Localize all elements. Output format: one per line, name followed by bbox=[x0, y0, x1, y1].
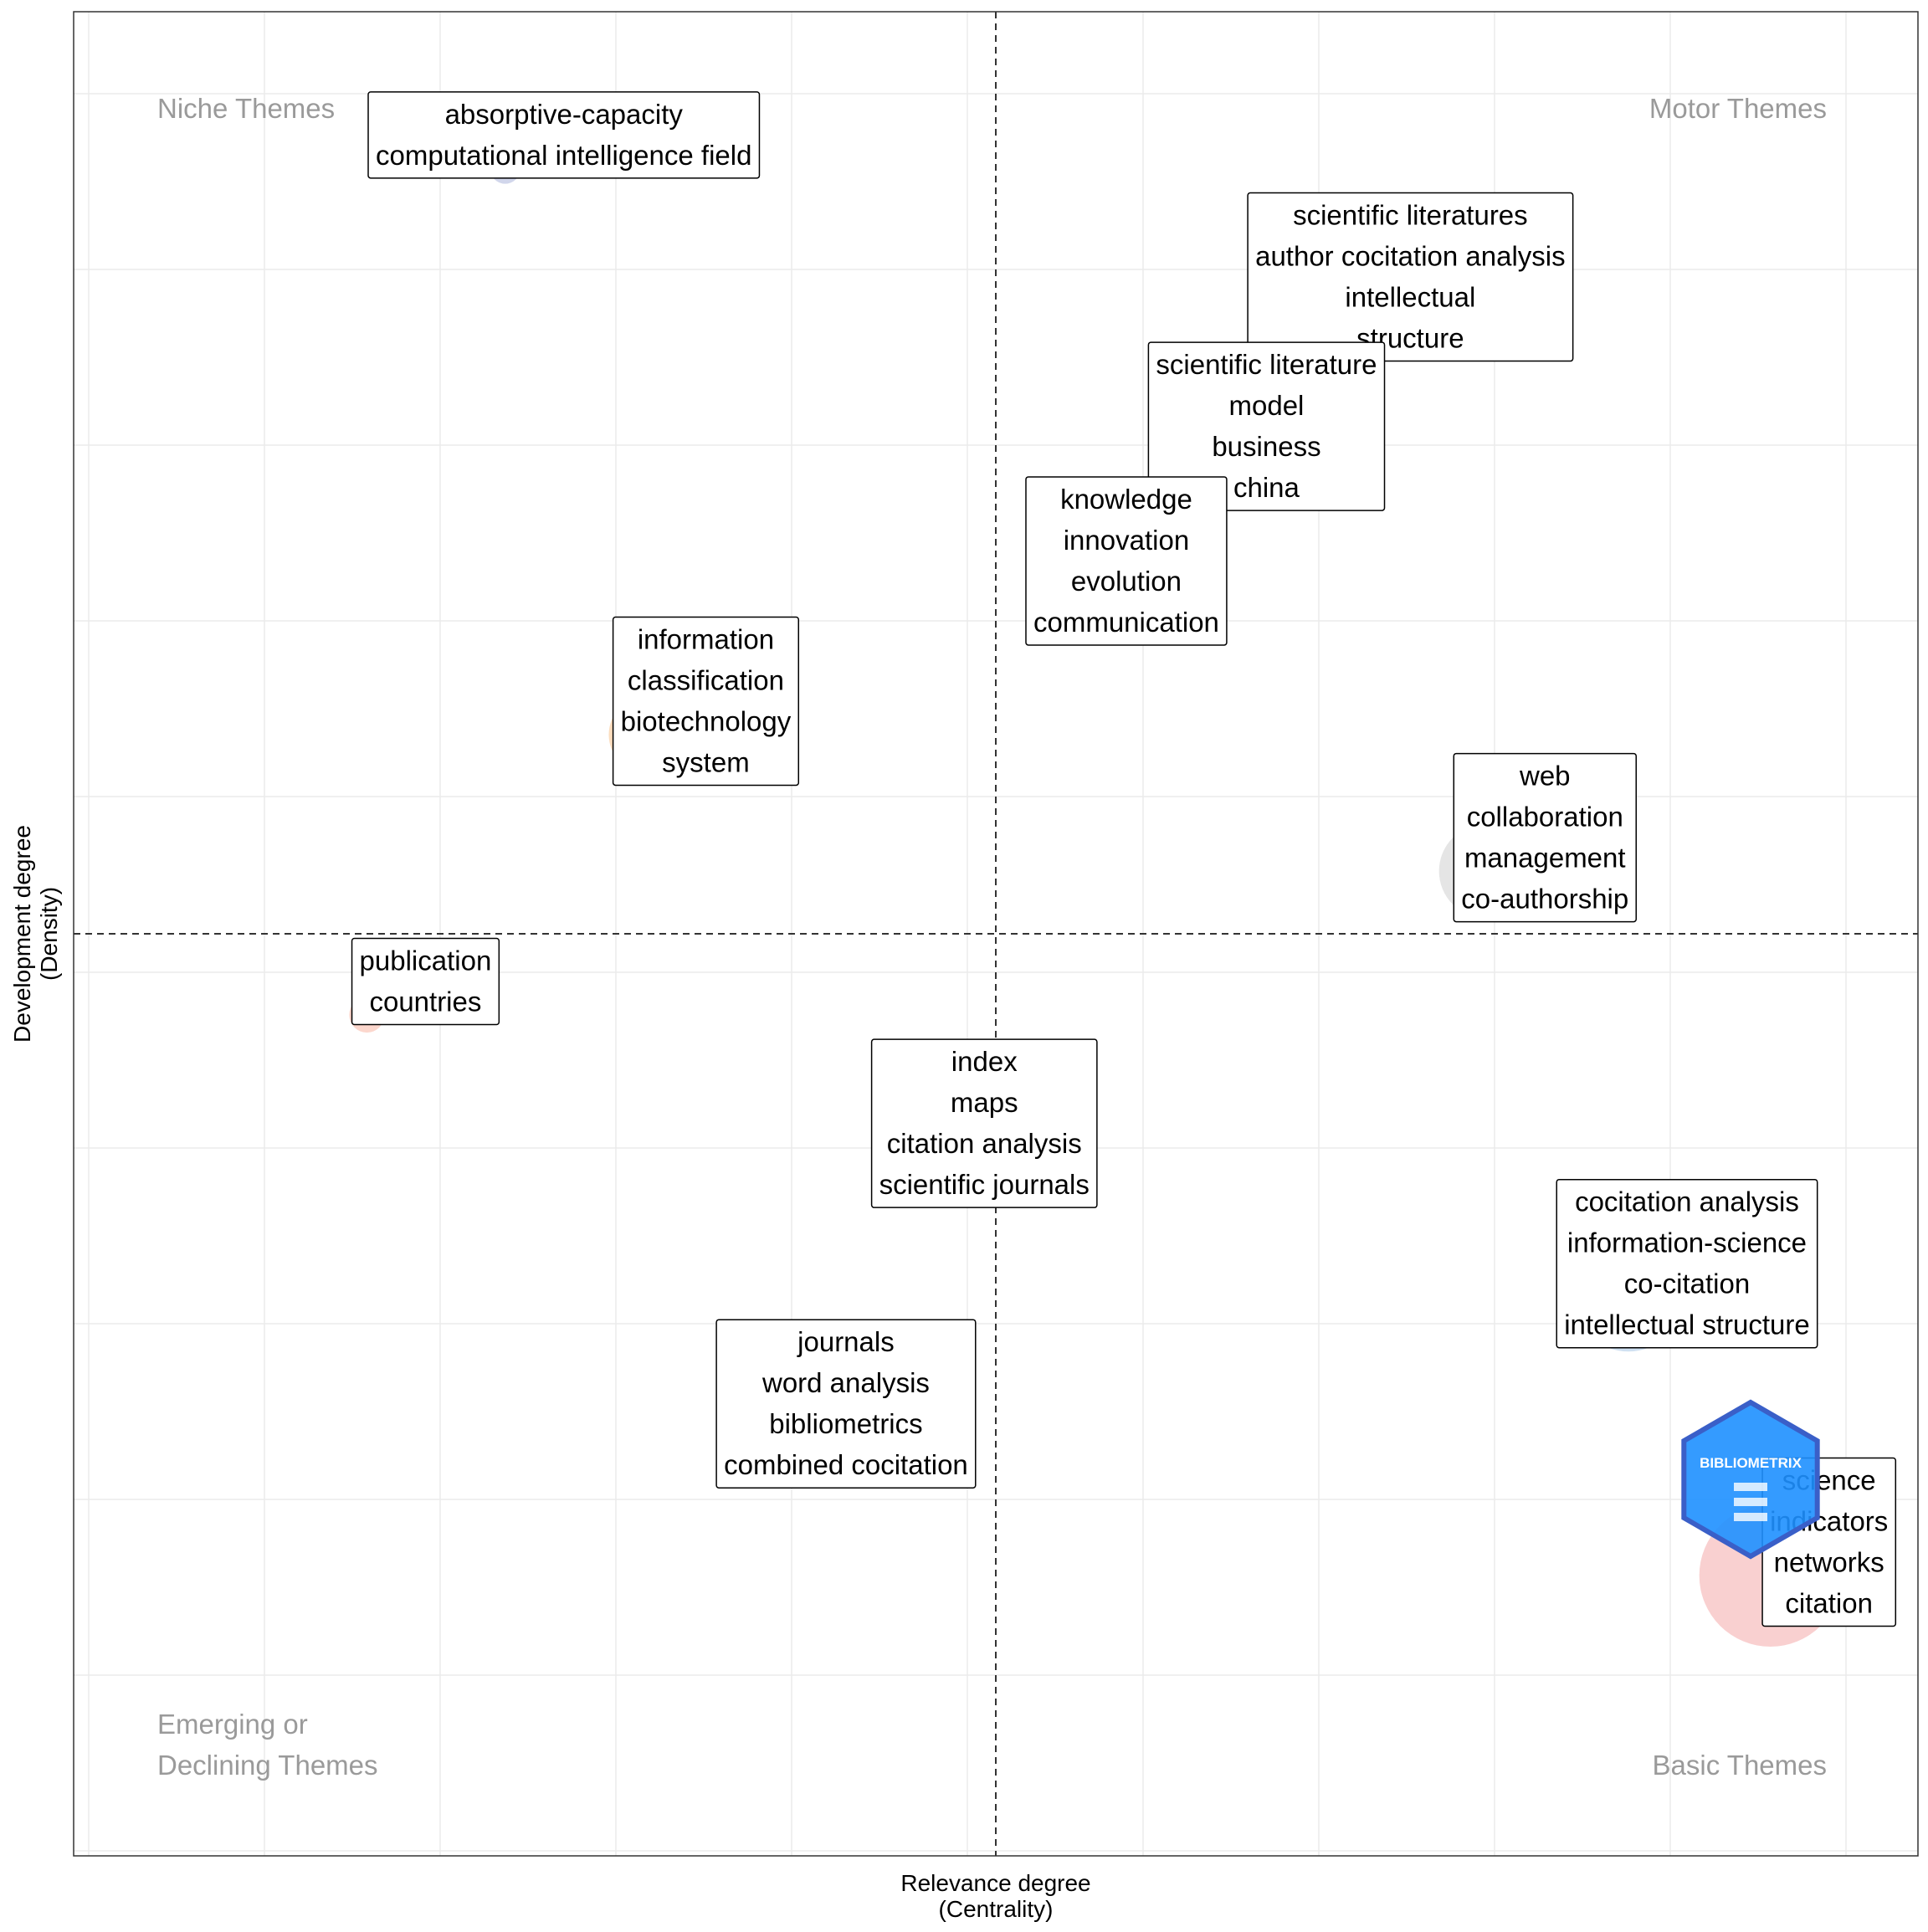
theme-label-text: word analysis bbox=[761, 1367, 930, 1398]
theme-label-text: system bbox=[662, 746, 750, 777]
theme-label-text: collaboration bbox=[1467, 802, 1623, 833]
theme-label-0: absorptive-capacity computational intelli… bbox=[367, 91, 761, 179]
quadrant-emerging: Emerging or Declining Themes bbox=[157, 1709, 378, 1781]
theme-label-box bbox=[1453, 752, 1637, 923]
x-axis-title: Relevance degree bbox=[900, 1870, 1090, 1896]
theme-label-7: index maps citation analysis scientific jou… bbox=[870, 1038, 1098, 1208]
theme-label-box bbox=[870, 1038, 1098, 1208]
theme-label-text: absorptive-capacity bbox=[445, 99, 684, 130]
theme-label-text: index bbox=[951, 1046, 1018, 1077]
theme-label-text: countries bbox=[369, 986, 481, 1017]
theme-label-text: business bbox=[1212, 431, 1320, 462]
theme-label-8: cocitation analysis information-science co… bbox=[1556, 1178, 1818, 1349]
quadrant-motor: Motor Themes bbox=[1649, 93, 1827, 124]
theme-label-text: publication bbox=[360, 945, 492, 976]
theme-label-text: biotechnology bbox=[621, 705, 792, 736]
theme-label-box bbox=[1147, 341, 1386, 511]
theme-label-text: networks bbox=[1774, 1546, 1884, 1577]
theme-label-6: publication countries bbox=[351, 937, 500, 1026]
theme-label-text: maps bbox=[951, 1087, 1018, 1118]
y-axis-title: (Density) bbox=[36, 887, 62, 981]
theme-label-text: combined cocitation bbox=[724, 1449, 968, 1480]
theme-label-text: intellectual bbox=[1345, 282, 1475, 313]
theme-label-box bbox=[715, 1319, 977, 1489]
logo-bar bbox=[1734, 1513, 1767, 1521]
theme-label-text: classification bbox=[628, 664, 784, 695]
logo-hexagon bbox=[1681, 1399, 1820, 1560]
theme-label-text: innovation bbox=[1064, 525, 1189, 556]
quadrant-emerging-line: Emerging or bbox=[157, 1709, 308, 1740]
theme-label-text: management bbox=[1464, 843, 1626, 874]
theme-label-box bbox=[367, 91, 761, 179]
quadrant-emerging-line: Declining Themes bbox=[157, 1750, 378, 1781]
quadrant-niche-line: Niche Themes bbox=[157, 93, 335, 124]
theme-label-2: scientific literature model business china bbox=[1147, 341, 1386, 511]
theme-label-1: scientific literatures author cocitation … bbox=[1247, 192, 1574, 362]
theme-label-text: knowledge bbox=[1060, 484, 1192, 515]
theme-label-text: bibliometrics bbox=[769, 1408, 922, 1439]
quadrant-niche: Niche Themes bbox=[157, 93, 335, 124]
theme-label-text: web bbox=[1519, 761, 1571, 792]
axis-titles: Relevance degree(Centrality) Development … bbox=[9, 825, 1091, 1922]
theme-label-text: journals bbox=[797, 1326, 895, 1357]
x-axis-title: (Centrality) bbox=[939, 1896, 1054, 1922]
logo-bar bbox=[1734, 1498, 1767, 1506]
theme-label-box bbox=[1556, 1178, 1818, 1349]
theme-label-4: information classification biotechnology sy… bbox=[612, 616, 800, 787]
theme-label-text: co-citation bbox=[1624, 1268, 1750, 1299]
logo-bar bbox=[1734, 1483, 1767, 1491]
theme-label-text: scientific journals bbox=[879, 1169, 1090, 1200]
theme-label-text: information bbox=[638, 623, 774, 654]
logo-text: BIBLIOMETRIX bbox=[1700, 1455, 1802, 1471]
theme-label-text: china bbox=[1233, 472, 1300, 503]
bibliometrix-logo: BIBLIOMETRIX bbox=[1681, 1399, 1820, 1560]
reference-lines bbox=[74, 12, 1918, 1856]
theme-label-3: knowledge innovation evolution communicatio… bbox=[1025, 476, 1228, 646]
quadrant-basic: Basic Themes bbox=[1653, 1750, 1827, 1781]
theme-label-text: scientific literatures bbox=[1293, 200, 1528, 231]
theme-label-text: co-authorship bbox=[1461, 884, 1628, 915]
quadrant-basic-line: Basic Themes bbox=[1653, 1750, 1827, 1781]
theme-label-5: web collaboration management co-authorship bbox=[1453, 752, 1637, 923]
theme-label-9: journals word analysis bibliometrics combin… bbox=[715, 1319, 977, 1489]
theme-label-box bbox=[1025, 476, 1228, 646]
theme-label-text: cocitation analysis bbox=[1575, 1186, 1799, 1217]
theme-label-text: computational intelligence field bbox=[376, 140, 751, 171]
theme-label-text: scientific literature bbox=[1156, 349, 1377, 380]
theme-label-text: citation analysis bbox=[887, 1128, 1082, 1159]
theme-label-text: evolution bbox=[1071, 566, 1182, 597]
theme-labels: absorptive-capacity computational intelli… bbox=[351, 91, 1897, 1627]
theme-label-text: author cocitation analysis bbox=[1255, 241, 1566, 272]
plot-border bbox=[73, 11, 1919, 1857]
theme-label-text: intellectual structure bbox=[1564, 1309, 1809, 1340]
theme-label-text: model bbox=[1229, 390, 1305, 421]
theme-label-text: communication bbox=[1033, 607, 1219, 638]
theme-label-text: information-science bbox=[1567, 1227, 1807, 1258]
quadrant-labels: Niche Themes Motor Themes Emerging or Decli… bbox=[157, 93, 1827, 1781]
theme-label-box bbox=[1247, 192, 1574, 362]
y-axis-title: Development degree bbox=[9, 825, 35, 1043]
theme-label-box bbox=[351, 937, 500, 1026]
grid-layer bbox=[74, 12, 1918, 1856]
theme-label-text: citation bbox=[1785, 1587, 1873, 1618]
theme-label-box bbox=[612, 616, 800, 787]
quadrant-motor-line: Motor Themes bbox=[1649, 93, 1827, 124]
